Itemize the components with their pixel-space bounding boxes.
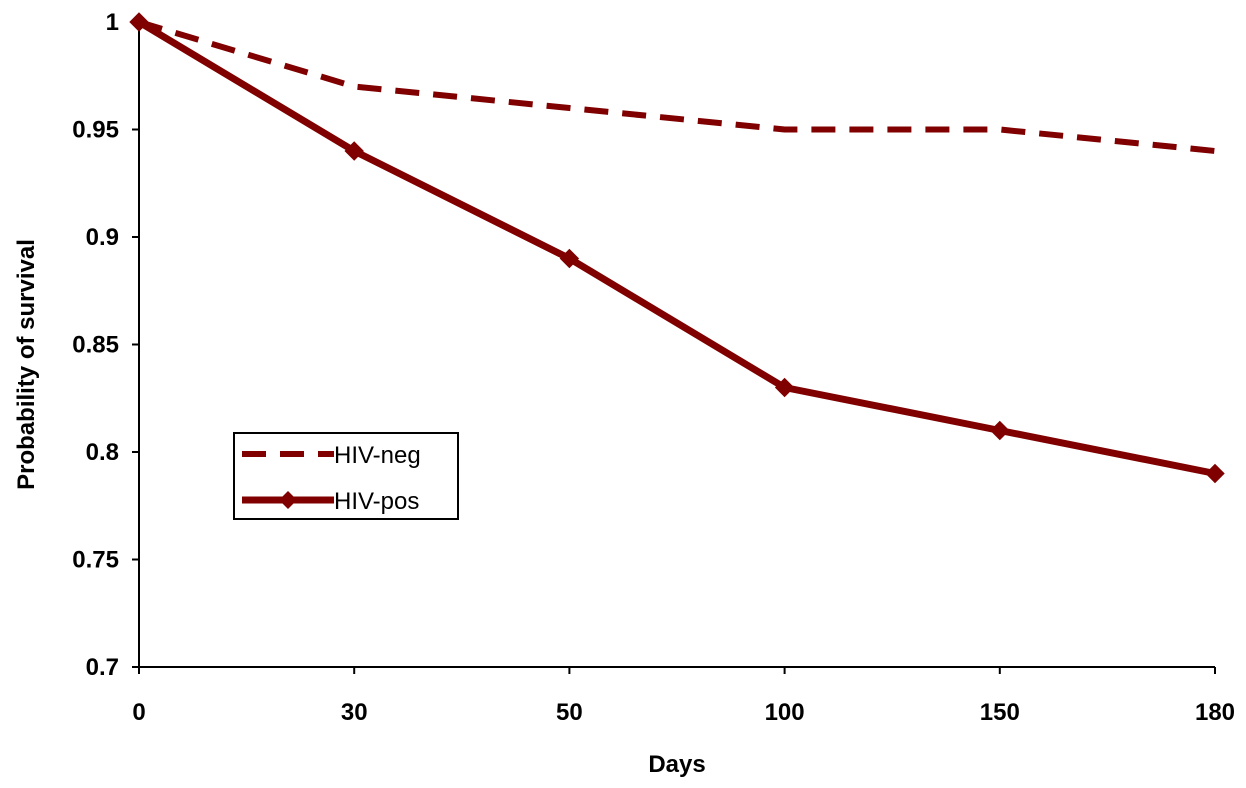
x-tick-label: 150 [980,699,1020,726]
series-line-hiv-neg [138,19,1216,154]
data-point-hiv-pos [1205,463,1225,484]
x-tick-label: 50 [556,699,583,726]
y-tick-label: 0.9 [86,224,119,251]
data-point-hiv-pos [990,420,1010,441]
y-tick-label: 1 [106,9,119,36]
y-tick-label: 0.95 [72,117,119,144]
x-tick-label: 30 [341,699,368,726]
x-tick-label: 180 [1195,699,1235,726]
x-tick-label: 0 [132,699,145,726]
y-axis-title: Probability of survival [13,239,40,490]
data-point-hiv-pos [774,377,795,398]
y-tick-label: 0.8 [86,439,119,466]
legend: HIV-neg HIV-pos [233,432,459,520]
x-tick-label: 100 [765,699,805,726]
data-point-hiv-pos [559,248,580,269]
series-layer [129,12,1225,484]
data-point-hiv-pos [129,12,149,32]
y-tick-label: 0.75 [72,547,119,574]
x-axis-title: Days [648,751,705,778]
legend-label-hiv-neg: HIV-neg [334,442,421,469]
y-tick-label: 0.7 [86,654,119,681]
legend-label-hiv-pos: HIV-pos [334,488,419,515]
legend-marker-hiv-pos [279,491,297,509]
legend-box [233,432,459,520]
y-tick-label: 0.85 [72,332,119,359]
series-line-hiv-pos [137,18,1216,477]
data-point-hiv-pos [344,141,364,161]
